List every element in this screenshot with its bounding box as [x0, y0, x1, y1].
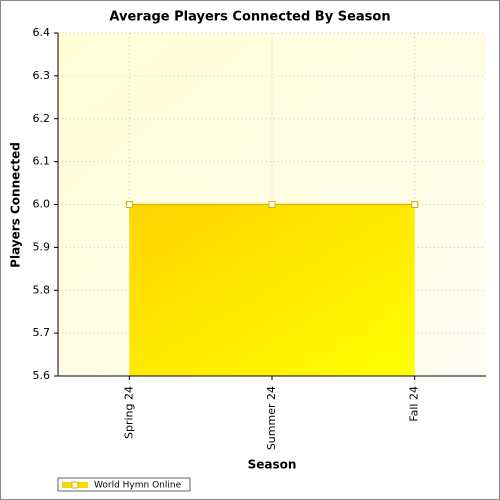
legend-marker [71, 481, 79, 489]
y-axis-label: Players Connected [9, 142, 23, 268]
legend-label: World Hymn Online [94, 481, 182, 491]
marker [411, 201, 419, 208]
x-tick-label: Summer 24 [265, 386, 278, 450]
chart-title: Average Players Connected By Season [109, 10, 390, 25]
x-axis-label: Season [248, 458, 297, 472]
y-tick-label: 5.7 [33, 326, 51, 339]
x-tick-label: Spring 24 [122, 386, 135, 439]
y-tick-label: 6.2 [33, 112, 51, 125]
y-tick-label: 5.9 [33, 240, 51, 253]
marker [268, 201, 276, 208]
legend: World Hymn Online [57, 477, 191, 492]
area [129, 204, 415, 376]
marker [125, 201, 133, 208]
y-tick-label: 5.8 [33, 283, 51, 296]
y-tick-label: 5.6 [33, 369, 51, 382]
y-tick-label: 6.4 [33, 26, 51, 39]
y-tick-label: 6.1 [33, 155, 51, 168]
y-tick-label: 6.0 [33, 198, 51, 211]
x-tick-label: Fall 24 [408, 386, 421, 422]
legend-box [57, 477, 191, 492]
y-tick-label: 6.3 [33, 69, 51, 82]
